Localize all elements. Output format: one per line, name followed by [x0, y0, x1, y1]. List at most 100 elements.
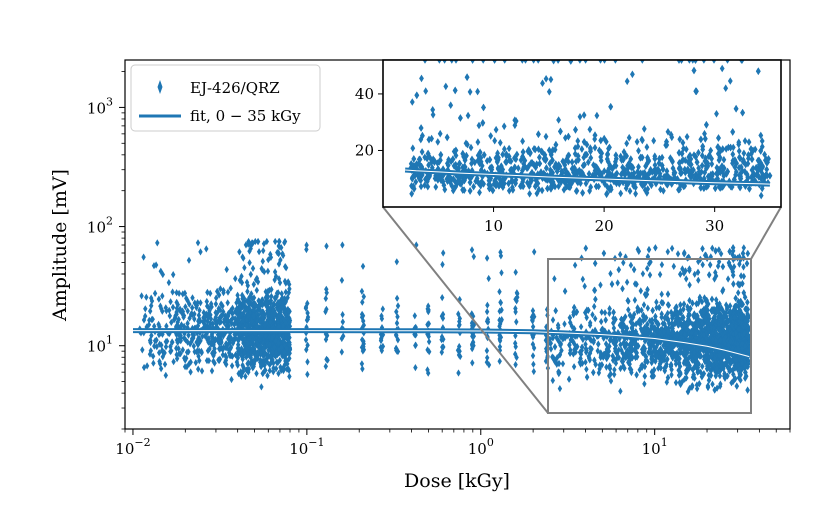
data-point	[725, 337, 730, 345]
data-point	[469, 155, 475, 164]
y-tick-label: 103	[87, 95, 113, 117]
data-point	[226, 346, 232, 354]
data-point	[669, 156, 675, 165]
data-point	[599, 308, 604, 316]
data-point	[283, 288, 288, 296]
data-point	[715, 337, 720, 345]
data-point	[207, 324, 212, 332]
data-point	[694, 385, 700, 393]
data-point	[722, 370, 727, 378]
data-point	[513, 361, 518, 369]
data-point	[578, 355, 583, 363]
data-point	[163, 371, 168, 379]
data-point	[361, 293, 366, 301]
data-point	[234, 299, 239, 307]
data-point	[641, 301, 647, 309]
data-point	[681, 305, 686, 313]
data-point	[699, 161, 705, 170]
data-point	[712, 328, 717, 336]
data-point	[456, 322, 462, 330]
data-point	[632, 280, 638, 288]
data-point	[742, 137, 748, 145]
data-point	[260, 296, 265, 304]
data-point	[584, 314, 589, 322]
data-point	[620, 349, 625, 357]
data-point	[631, 329, 636, 337]
data-point	[233, 330, 239, 338]
data-point	[194, 301, 200, 309]
data-point	[283, 264, 289, 272]
data-point	[584, 334, 589, 342]
data-point	[738, 297, 743, 305]
data-point	[208, 289, 213, 297]
data-point	[263, 332, 268, 340]
data-point	[237, 302, 242, 310]
data-point	[669, 366, 674, 374]
data-point	[637, 306, 642, 315]
data-point	[152, 289, 158, 297]
data-point	[608, 370, 613, 378]
data-point	[705, 383, 711, 391]
data-point	[674, 315, 679, 323]
data-point	[584, 306, 590, 314]
data-point	[266, 307, 271, 316]
data-point	[598, 349, 603, 357]
main-scatter-points	[137, 237, 752, 396]
data-point	[544, 323, 549, 331]
data-point	[470, 332, 475, 340]
data-point	[737, 260, 742, 268]
data-point	[270, 356, 275, 364]
data-point	[654, 353, 660, 361]
data-point	[427, 153, 433, 162]
data-point	[587, 354, 592, 362]
data-point	[205, 347, 211, 355]
data-point	[204, 310, 209, 318]
data-point	[224, 265, 229, 274]
data-point	[269, 292, 274, 300]
data-point	[304, 245, 309, 254]
data-point	[360, 347, 366, 355]
data-point	[486, 361, 492, 369]
data-point	[705, 325, 711, 333]
data-point	[618, 341, 623, 349]
data-point	[617, 321, 623, 329]
data-point	[740, 280, 745, 288]
data-point	[246, 315, 252, 323]
data-point	[551, 60, 556, 65]
data-point	[669, 244, 675, 252]
data-point	[164, 307, 169, 315]
data-point	[621, 316, 626, 324]
data-point	[519, 60, 525, 64]
data-point	[283, 357, 288, 365]
data-point	[217, 345, 222, 353]
data-point	[530, 352, 536, 360]
data-point	[187, 314, 192, 322]
data-point	[477, 188, 482, 197]
data-point	[622, 322, 627, 330]
data-point	[283, 298, 288, 306]
data-point	[676, 371, 682, 379]
data-point	[250, 302, 255, 310]
data-point	[671, 262, 676, 270]
data-point	[604, 355, 609, 363]
data-point	[239, 279, 245, 287]
data-point	[237, 312, 242, 320]
data-point	[264, 237, 269, 246]
data-point	[159, 341, 164, 349]
data-point	[268, 354, 274, 362]
data-point	[714, 341, 719, 349]
data-point	[258, 349, 263, 357]
data-point	[583, 179, 589, 188]
data-point	[627, 311, 633, 319]
data-point	[497, 337, 503, 345]
data-point	[255, 317, 260, 325]
data-point	[339, 276, 345, 284]
data-point	[657, 332, 662, 340]
data-point	[593, 259, 598, 267]
data-point	[140, 346, 145, 354]
data-point	[246, 365, 252, 373]
data-point	[556, 368, 561, 376]
data-point	[587, 125, 593, 134]
data-point	[659, 357, 664, 366]
data-point	[729, 265, 734, 273]
